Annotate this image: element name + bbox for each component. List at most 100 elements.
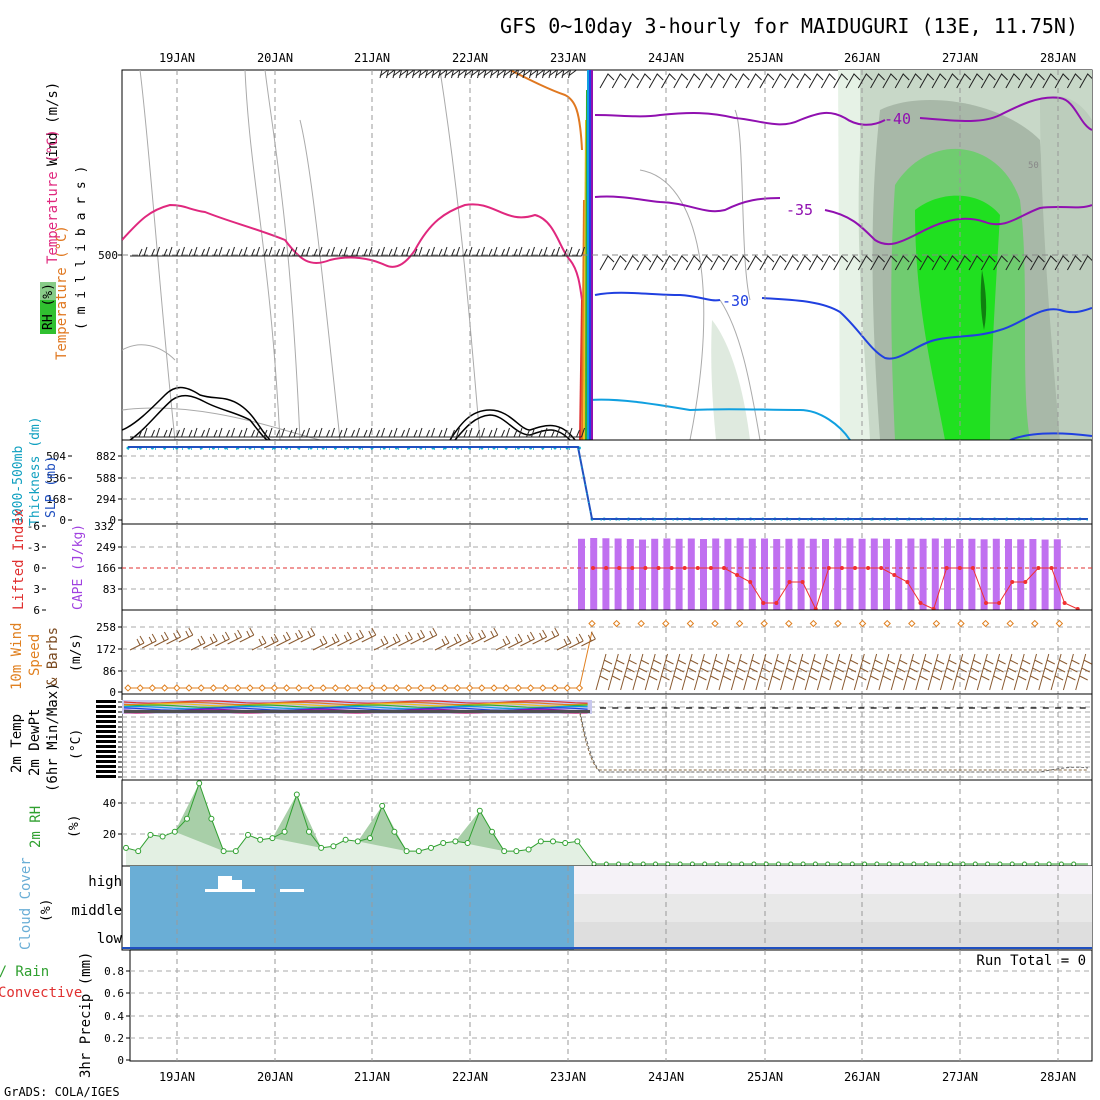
rh2m-point — [415, 848, 422, 855]
wind10-barb — [349, 629, 365, 645]
wind10-barb — [878, 653, 896, 691]
li-point — [774, 601, 779, 605]
upper-barb-after — [943, 255, 959, 271]
cloud-white-patch-3 — [232, 880, 242, 889]
wind10-point — [760, 619, 768, 628]
upper-barb — [455, 246, 473, 257]
wind-contour-1 — [139, 70, 176, 440]
wind10-barb — [337, 631, 352, 647]
upper-barb — [405, 427, 423, 438]
upper-barb — [367, 246, 385, 257]
upper-barb-top — [399, 70, 408, 79]
rh2m-point — [763, 861, 769, 867]
upper-barb — [430, 246, 448, 257]
tick-label-block — [96, 725, 116, 728]
upper-barb — [367, 427, 385, 438]
rh2m-point — [501, 848, 508, 855]
upper-barb-after — [1005, 255, 1021, 271]
li-point — [826, 566, 831, 570]
li-point — [866, 566, 871, 570]
upper-barb — [317, 427, 335, 438]
upper-barb-after-top — [673, 73, 689, 89]
wind10-point — [858, 619, 867, 628]
upper-barb-after — [636, 255, 652, 271]
wind10-barb — [989, 653, 1006, 691]
cloud-white-patch-1 — [205, 889, 255, 892]
rh2m-point — [935, 861, 941, 867]
cape-bar — [773, 539, 781, 610]
tick-label: 0.8 — [104, 965, 124, 978]
temp2m-rainbow-band — [123, 700, 590, 714]
wind10-barb — [952, 653, 969, 691]
rh2m-point — [800, 861, 806, 867]
tick-label: 0 — [117, 1054, 124, 1067]
wind10-barb — [239, 627, 255, 643]
wind10-barb — [767, 653, 785, 691]
tick-label-block — [96, 755, 116, 758]
wind10-point — [1006, 619, 1014, 628]
cape-bar — [626, 539, 634, 610]
upper-barb-after-top — [870, 73, 885, 89]
cape-bar — [956, 539, 964, 610]
wind10-point — [453, 684, 462, 692]
wind10-barb — [581, 631, 596, 647]
upper-barb-after — [759, 255, 775, 271]
upper-barb-after-top — [968, 73, 984, 89]
wind10-point — [246, 684, 254, 692]
li-point — [853, 566, 857, 570]
wind10-barb — [644, 653, 662, 691]
top-date-label: 26JAN — [844, 51, 880, 65]
upper-barb-top — [529, 70, 538, 79]
li-point — [591, 566, 595, 570]
wind10-barb — [459, 631, 474, 647]
wind10-point — [368, 684, 376, 692]
upper-barb — [230, 427, 248, 438]
wind10-point — [637, 619, 645, 628]
upper-barb-after-top — [808, 73, 824, 89]
upper-barb-top — [464, 70, 473, 79]
upper-barb — [542, 427, 560, 438]
wind10-barb — [483, 627, 499, 643]
cape-bar — [736, 538, 744, 610]
tick-label: 0 — [109, 514, 116, 527]
upper-barb — [505, 427, 523, 438]
temp-line-purple-40b — [919, 96, 1092, 131]
li-point — [800, 580, 805, 584]
wind10-barb — [890, 653, 908, 691]
top-date-label: 21JAN — [354, 51, 390, 65]
rh-contour-black-2 — [129, 394, 269, 440]
upper-barb — [305, 246, 323, 257]
upper-barb-after — [1030, 255, 1045, 271]
wind10-barb — [398, 631, 413, 647]
upper-barb-top — [542, 70, 551, 79]
cloud-after-middle — [574, 894, 1092, 922]
top-date-label: 22JAN — [452, 51, 488, 65]
rh2m-point — [616, 861, 622, 867]
li-point — [708, 566, 713, 570]
wind10-barb — [1038, 653, 1056, 691]
wind10-barb — [410, 629, 426, 645]
wind10-point — [957, 619, 965, 628]
upper-barb-after — [1017, 255, 1033, 271]
wind10-point — [185, 684, 193, 692]
upper-barb-after — [931, 255, 947, 271]
upper-barb — [255, 427, 273, 438]
upper-barb — [242, 246, 260, 257]
wind10-label-unit: (m/s) — [69, 633, 84, 672]
thickness-label-b: Thickness (dm) — [28, 416, 43, 526]
upper-barb — [230, 246, 248, 257]
upper-barb-top — [568, 70, 577, 79]
upper-barb-after — [808, 255, 824, 271]
thickness-line — [128, 448, 1088, 521]
wind10-barb — [816, 653, 834, 691]
upper-barb — [205, 427, 223, 438]
upper-barb — [430, 427, 448, 438]
thickness-label-a: 1000-500mb — [11, 446, 26, 524]
rh2m-point — [220, 848, 227, 855]
upper-barb — [542, 246, 560, 257]
temp2m-drop-line — [579, 713, 1088, 771]
wind10-point — [686, 619, 695, 628]
wind10-barb — [385, 633, 401, 649]
tick-label: 249 — [96, 541, 116, 554]
upper-barb-top — [483, 70, 493, 79]
